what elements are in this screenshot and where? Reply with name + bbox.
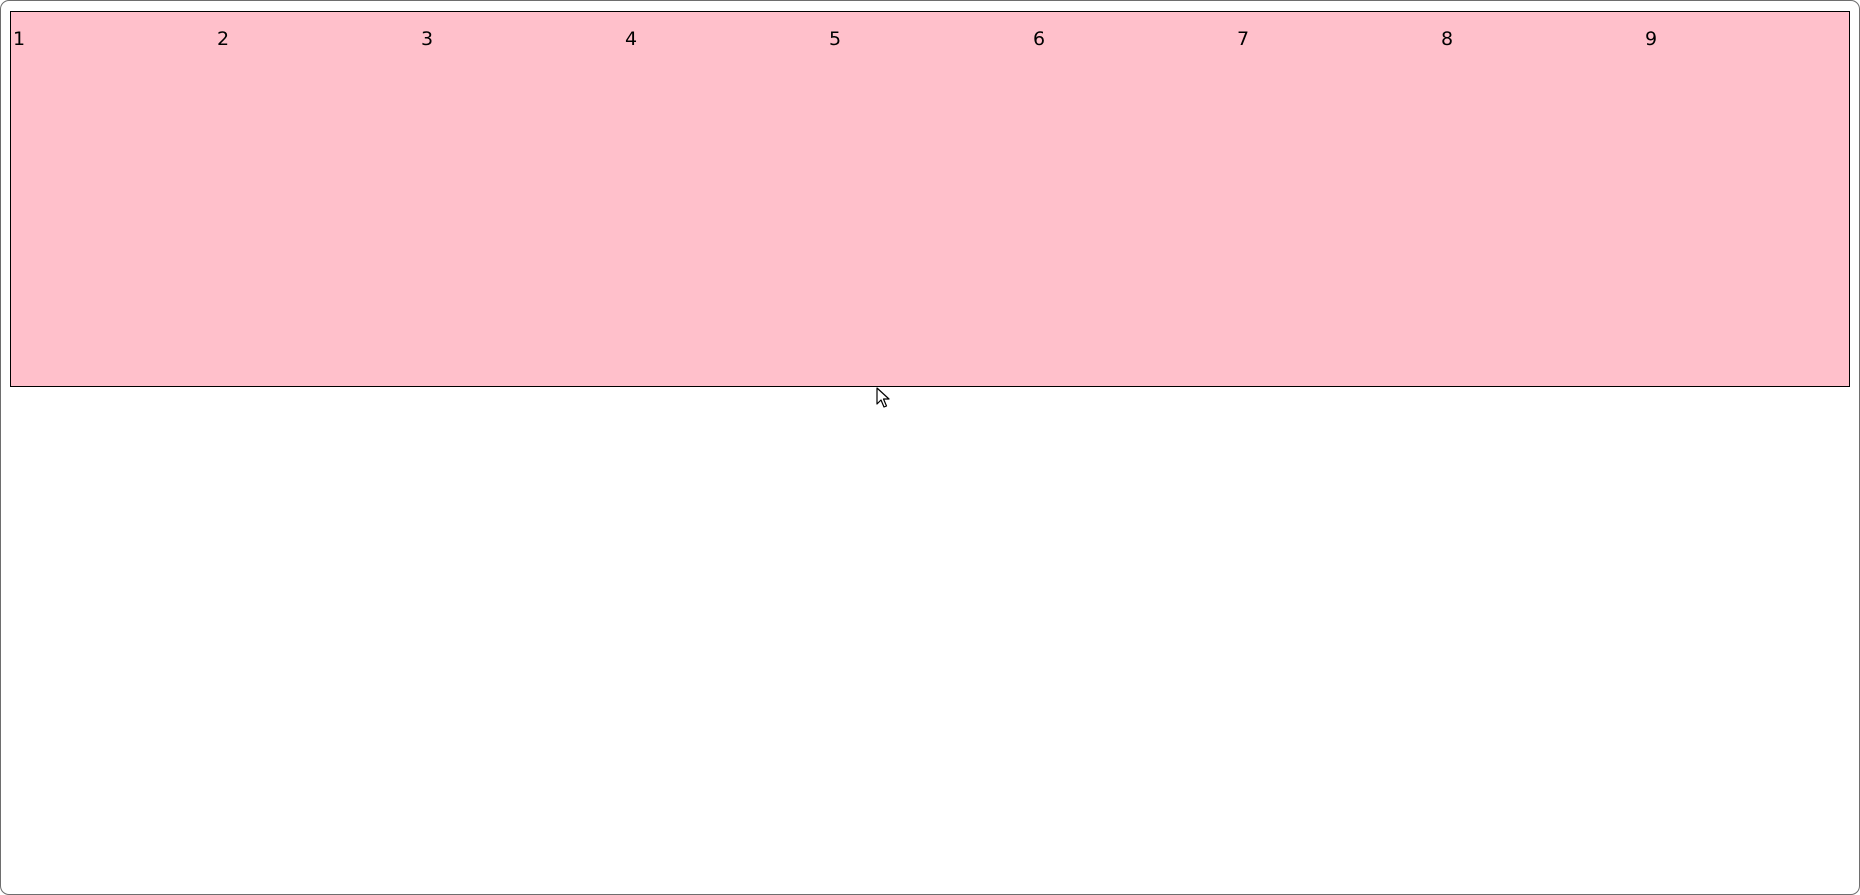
arrow-cursor-icon bbox=[876, 387, 890, 408]
column-label-5: 5 bbox=[829, 28, 842, 50]
column-label-2: 2 bbox=[217, 28, 230, 50]
column-label-9: 9 bbox=[1645, 28, 1658, 50]
column-label-6: 6 bbox=[1033, 28, 1046, 50]
column-label-1: 1 bbox=[13, 28, 26, 50]
column-label-7: 7 bbox=[1237, 28, 1250, 50]
column-label-4: 4 bbox=[625, 28, 638, 50]
column-label-8: 8 bbox=[1441, 28, 1454, 50]
column-label-3: 3 bbox=[421, 28, 434, 50]
pink-box: 1 2 3 4 5 6 7 8 9 bbox=[10, 11, 1850, 387]
